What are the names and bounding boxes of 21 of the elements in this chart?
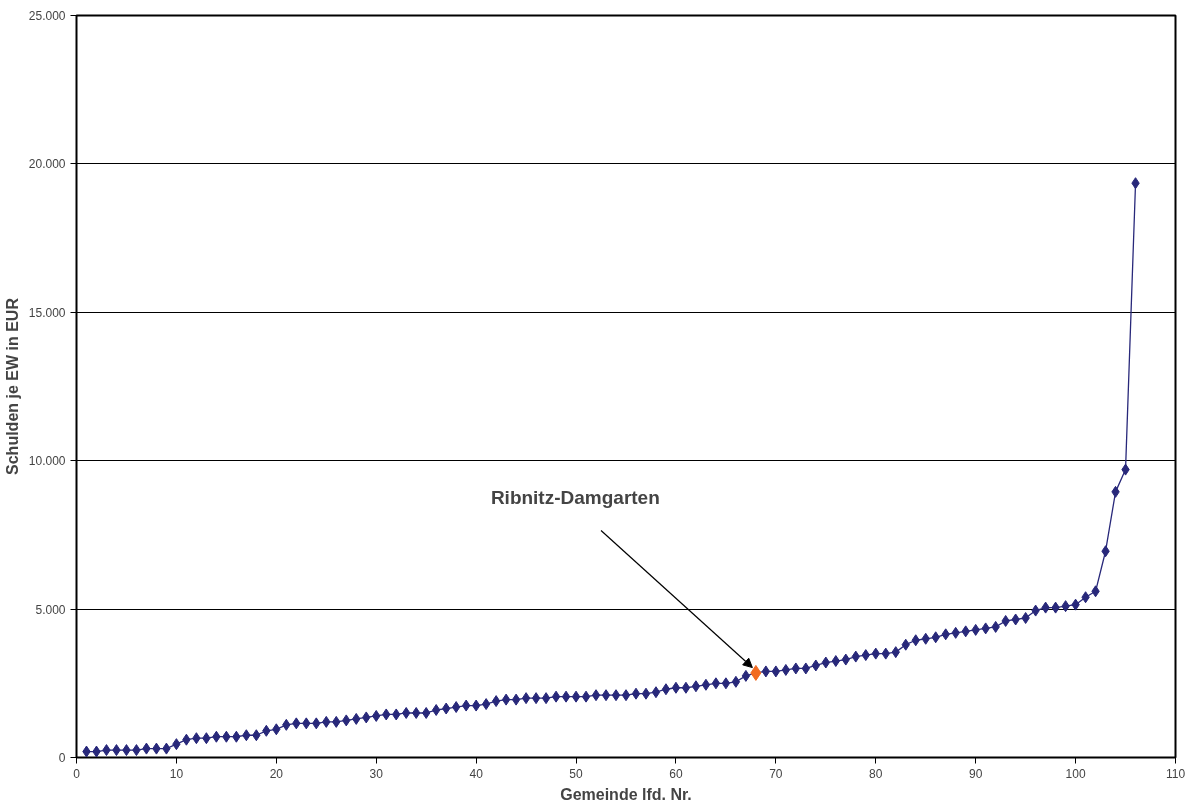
y-tick-label: 0 xyxy=(58,751,66,765)
x-tick-label: 70 xyxy=(769,766,783,781)
annotation: Ribnitz-Damgarten xyxy=(490,486,660,508)
x-tick-label: 60 xyxy=(669,766,683,781)
x-tick-label: 90 xyxy=(969,766,983,781)
x-tick-label: 0 xyxy=(73,766,81,781)
x-tick-label: 110 xyxy=(1165,766,1186,781)
x-axis-title: Gemeinde lfd. Nr. xyxy=(560,785,692,803)
y-tick-label: 15.000 xyxy=(28,305,66,320)
x-tick-label: 10 xyxy=(169,766,184,781)
x-tick-label: 80 xyxy=(869,766,883,781)
y-tick-label: 25.000 xyxy=(28,9,66,23)
y-tick-label: 20.000 xyxy=(28,157,66,172)
x-tick-label: 30 xyxy=(369,766,384,781)
y-tick-label: 5.000 xyxy=(35,602,66,617)
y-axis-title: Schulden je EW in EUR xyxy=(3,297,21,475)
x-tick-label: 20 xyxy=(269,766,284,781)
x-tick-label: 50 xyxy=(569,766,584,781)
x-tick-label: 40 xyxy=(469,766,484,781)
y-tick-label: 10.000 xyxy=(28,454,66,469)
x-tick-label: 100 xyxy=(1065,766,1086,781)
